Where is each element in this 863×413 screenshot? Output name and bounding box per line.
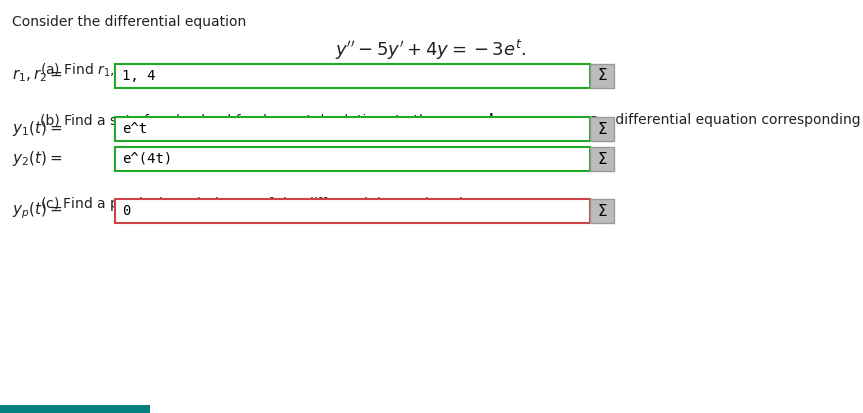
- Text: 0: 0: [122, 204, 130, 218]
- Text: (b) Find a set of real-valued fundamental solutions to the: (b) Find a set of real-valued fundamenta…: [40, 113, 441, 127]
- Text: 1, 4: 1, 4: [122, 69, 155, 83]
- FancyBboxPatch shape: [115, 199, 590, 223]
- FancyBboxPatch shape: [590, 199, 614, 223]
- Text: homogeneous: homogeneous: [489, 113, 599, 127]
- Text: $y'' - 5y' + 4y = -3e^t.$: $y'' - 5y' + 4y = -3e^t.$: [336, 38, 526, 62]
- Text: Consider the differential equation: Consider the differential equation: [12, 15, 246, 29]
- FancyBboxPatch shape: [590, 147, 614, 171]
- Text: $y_1(t) =$: $y_1(t) =$: [12, 119, 63, 138]
- FancyBboxPatch shape: [115, 147, 590, 171]
- Text: differential equation corresponding to the one above.: differential equation corresponding to t…: [611, 113, 863, 127]
- Text: (a) Find $r_1$, $r_2$, roots of the characteristic polynomial of the equation ab: (a) Find $r_1$, $r_2$, roots of the char…: [40, 61, 562, 79]
- Text: e^t: e^t: [122, 122, 147, 136]
- Text: e^(4t): e^(4t): [122, 152, 173, 166]
- FancyBboxPatch shape: [0, 405, 150, 413]
- FancyBboxPatch shape: [590, 117, 614, 141]
- FancyBboxPatch shape: [590, 64, 614, 88]
- Text: (c) Find a particular solution $y_p$ of the differential equation above.: (c) Find a particular solution $y_p$ of …: [40, 196, 497, 215]
- Text: $r_1, r_2 =$: $r_1, r_2 =$: [12, 68, 63, 84]
- Text: Σ: Σ: [597, 152, 607, 166]
- Text: Σ: Σ: [597, 204, 607, 218]
- FancyBboxPatch shape: [115, 117, 590, 141]
- Text: Σ: Σ: [597, 121, 607, 137]
- FancyBboxPatch shape: [115, 64, 590, 88]
- Text: $y_p(t) =$: $y_p(t) =$: [12, 201, 63, 221]
- Text: $y_2(t) =$: $y_2(t) =$: [12, 150, 63, 169]
- Text: Σ: Σ: [597, 69, 607, 83]
